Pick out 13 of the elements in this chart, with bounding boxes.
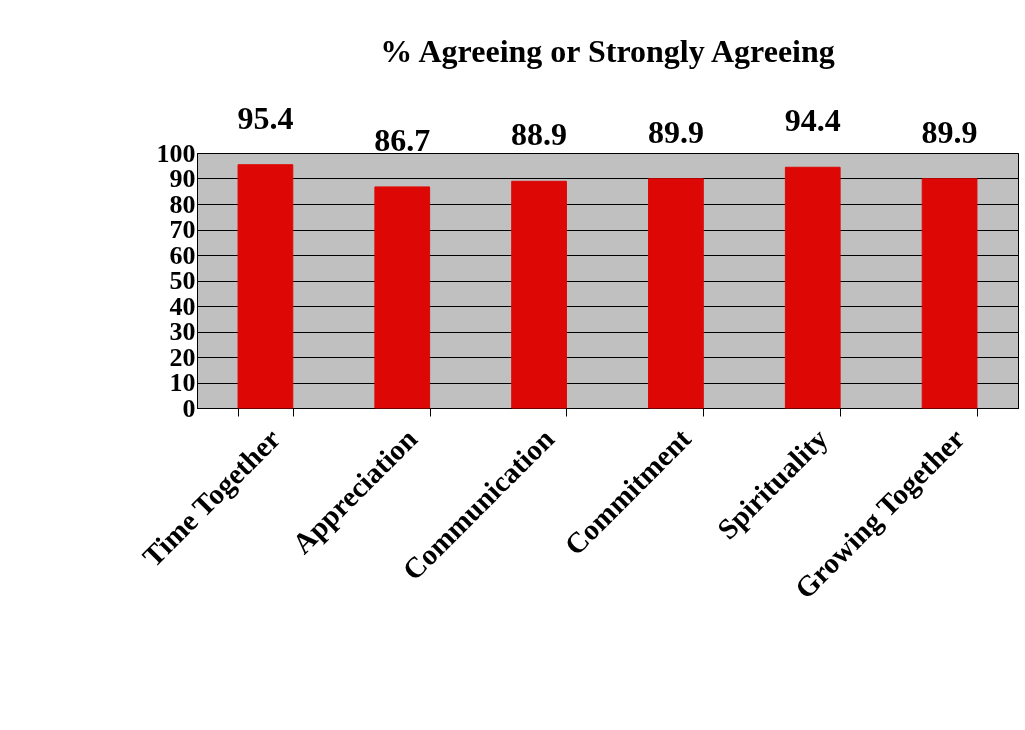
bar bbox=[374, 186, 431, 409]
data-label: 86.7 bbox=[374, 121, 431, 158]
bar bbox=[648, 178, 704, 409]
chart-title: % Agreeing or Strongly Agreeing bbox=[380, 32, 835, 69]
bar bbox=[237, 164, 294, 409]
data-label: 95.4 bbox=[237, 99, 294, 136]
data-label: 88.9 bbox=[511, 116, 568, 153]
data-label: 89.9 bbox=[921, 113, 978, 150]
bar bbox=[511, 180, 567, 409]
data-label: 89.9 bbox=[647, 113, 704, 150]
bar bbox=[784, 166, 841, 409]
bar bbox=[921, 178, 978, 409]
data-label: 94.4 bbox=[784, 102, 841, 139]
